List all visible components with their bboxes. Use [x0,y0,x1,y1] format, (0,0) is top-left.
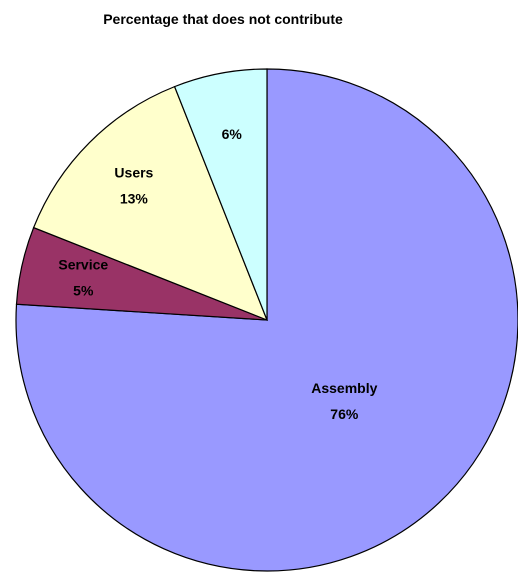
pie-slice [173,68,268,321]
slice-value-label: 13% [120,191,149,207]
slice-name: Users [114,165,153,181]
slice-name-outside: Percentage that does not contribute [103,11,343,27]
slice-value-label: 5% [73,283,94,299]
slice-value-label: 76% [330,406,359,422]
slice-name: Assembly [311,380,377,396]
pie-slice [32,85,269,322]
slice-value-label: 6% [222,126,243,142]
slice-name: Service [58,257,108,273]
